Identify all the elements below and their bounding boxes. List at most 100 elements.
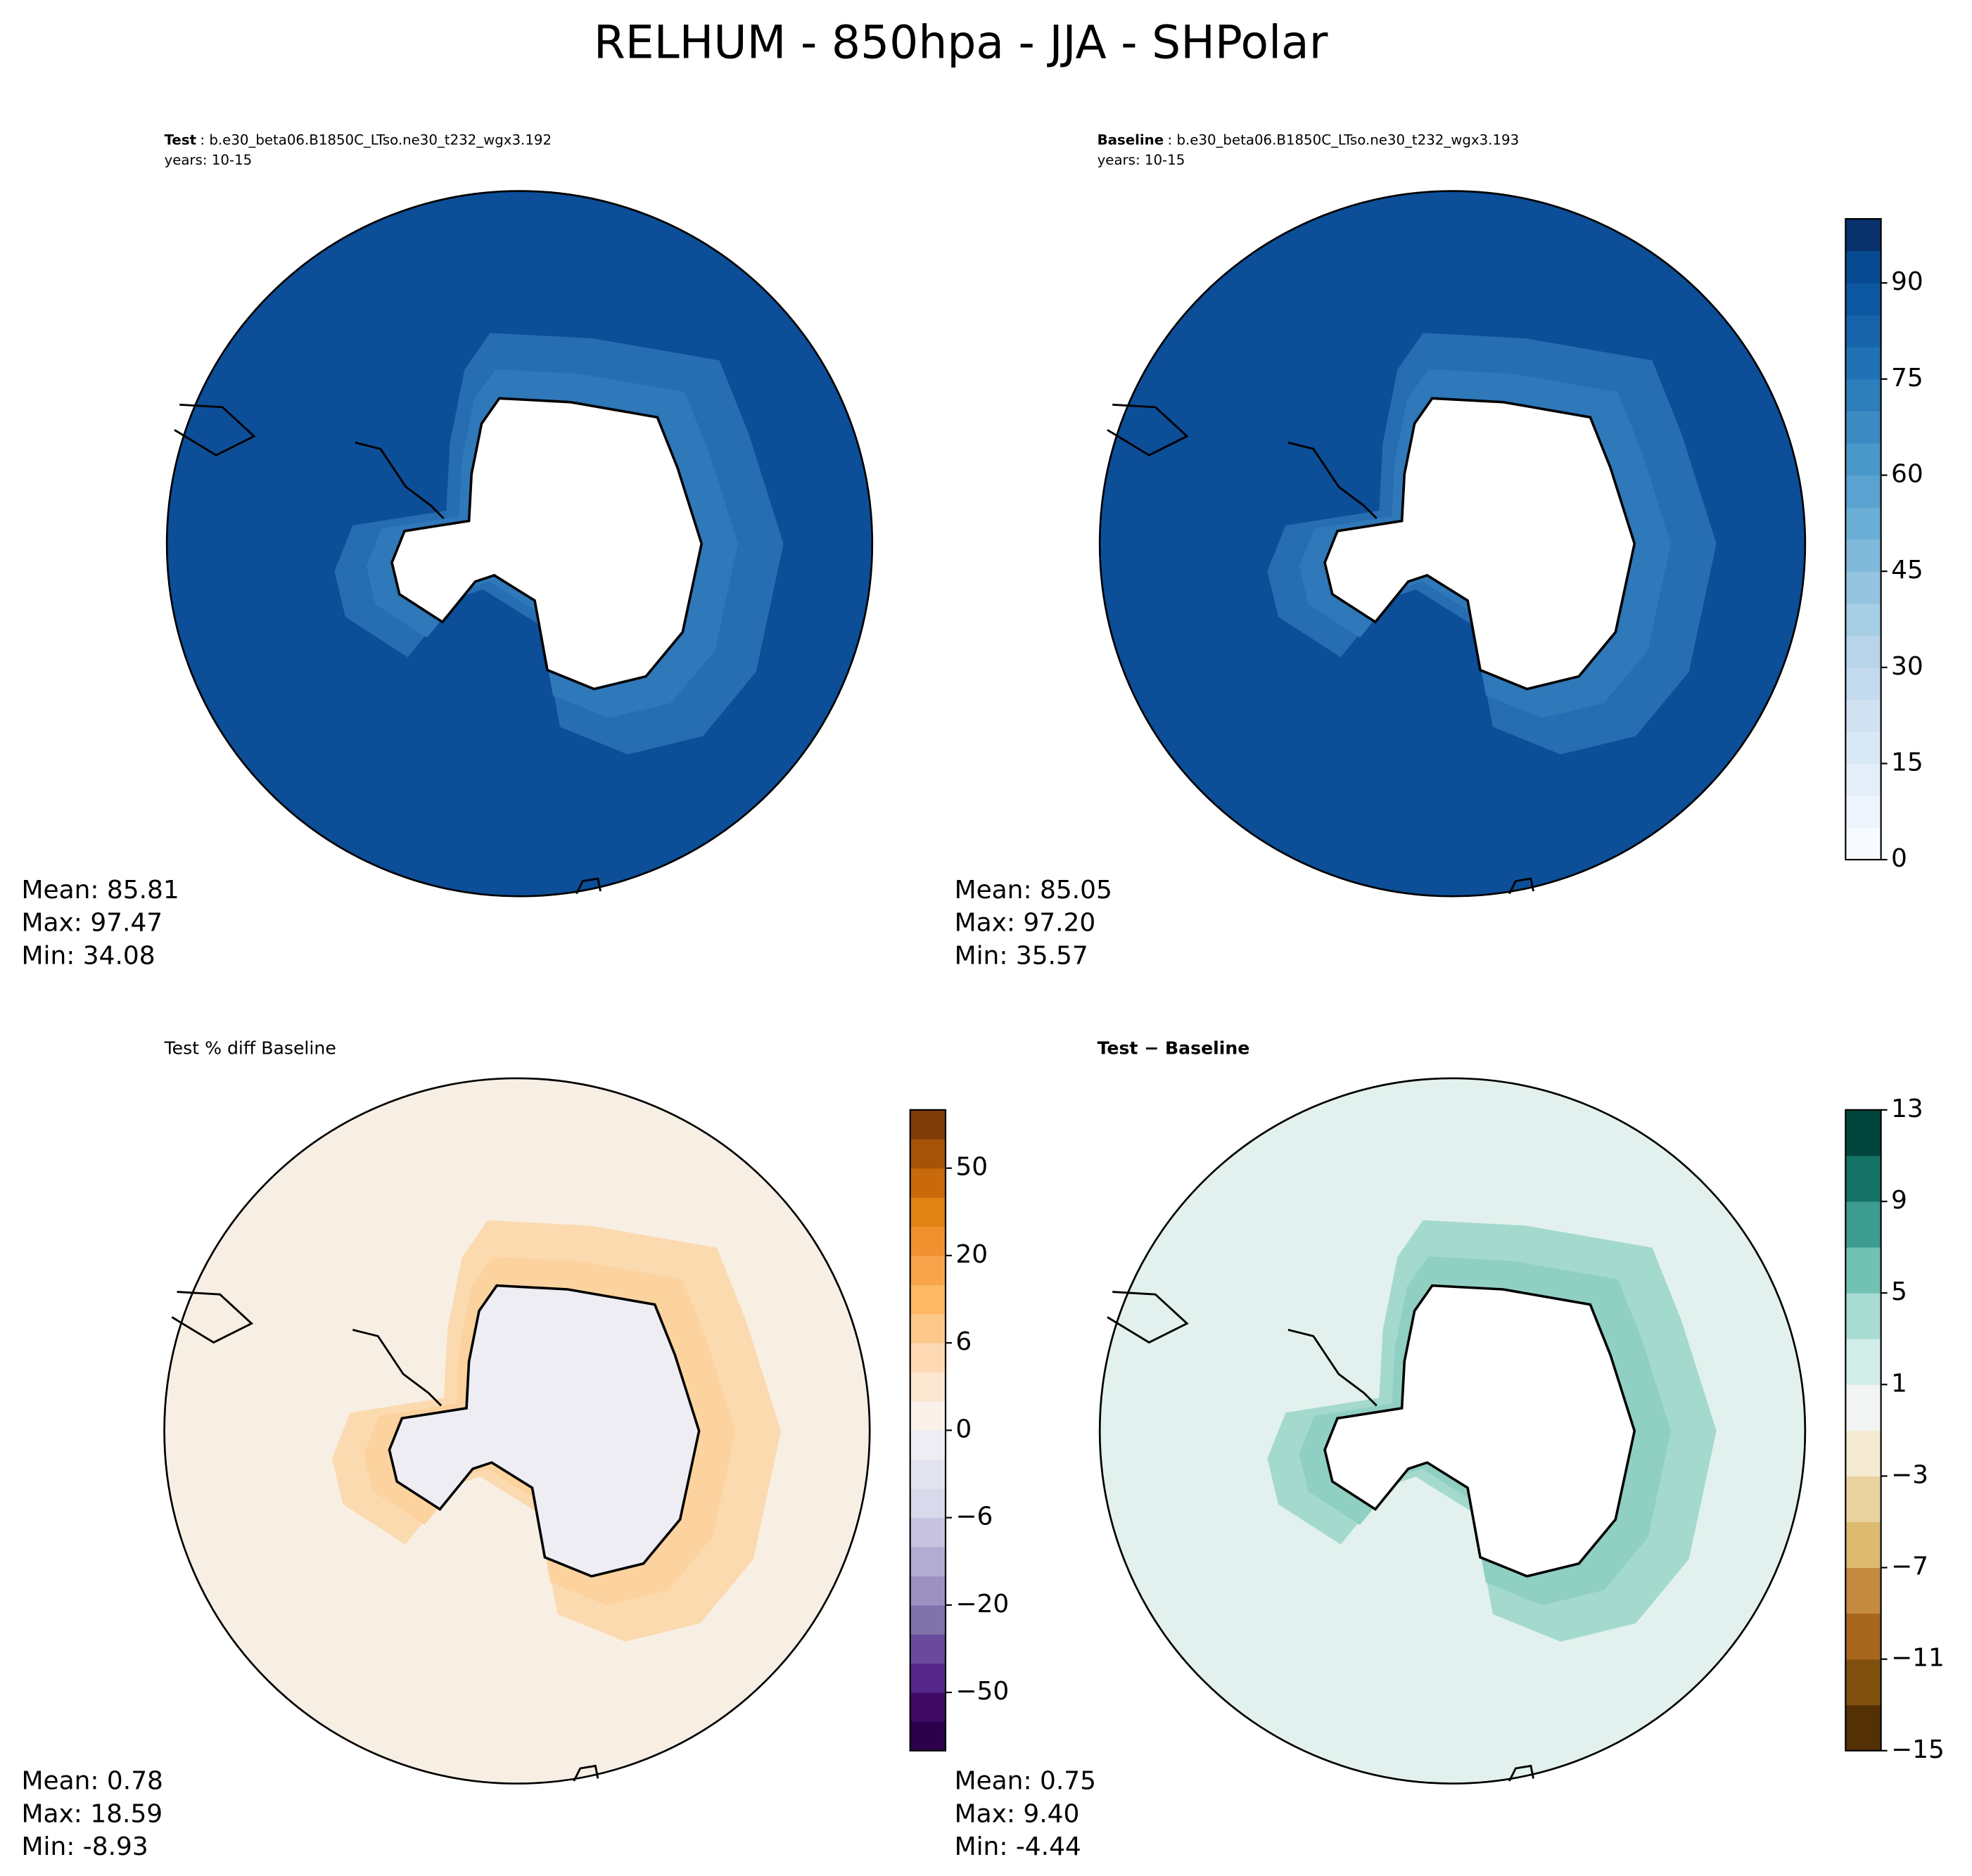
colorbar-tick-label: 60 xyxy=(1891,460,1923,489)
colorbar-tick-label: −15 xyxy=(1891,1735,1945,1764)
stat-label: Mean: 0.78 xyxy=(22,1767,163,1796)
antarctica xyxy=(1323,397,1636,691)
colorbar-band xyxy=(910,1400,946,1431)
colorbar-band xyxy=(1845,314,1881,347)
map-boundary xyxy=(1098,190,1807,898)
map-boundary xyxy=(1098,1077,1807,1785)
colorbar-band xyxy=(910,1430,946,1460)
colorbar-tick-label: 75 xyxy=(1891,364,1923,393)
colorbar-band xyxy=(1845,1521,1881,1569)
colorbar-tick-label: 6 xyxy=(955,1327,972,1356)
colorbar-band xyxy=(910,1604,946,1635)
colorbar-band xyxy=(910,1168,946,1198)
colorbar-tick-label: 5 xyxy=(1891,1277,1907,1306)
peninsula-coast xyxy=(1287,1329,1378,1407)
colorbar-frame xyxy=(1845,218,1882,861)
south-america-coast xyxy=(174,403,256,457)
colorbar-tick-label: 9 xyxy=(1891,1186,1907,1215)
colorbar-tick-label: 45 xyxy=(1891,556,1923,585)
panel-title: Test − Baseline xyxy=(1098,1038,1250,1059)
colorbar-band xyxy=(1845,603,1881,636)
south-america-coast xyxy=(171,1291,254,1344)
map-panel xyxy=(1098,1077,1807,1785)
colorbar-band xyxy=(1845,1339,1881,1385)
panel-title-text: : b.e30_beta06.B1850C_LTso.ne30_t232_wgx… xyxy=(1168,132,1520,148)
colorbar-tick-label: 13 xyxy=(1891,1095,1923,1123)
colorbar-band xyxy=(1845,507,1881,540)
stat-label: Max: 97.20 xyxy=(955,909,1096,938)
colorbar-band xyxy=(1845,667,1881,700)
colorbar-band xyxy=(910,1721,946,1751)
antarctica xyxy=(1323,1284,1636,1578)
stat-label: Mean: 85.81 xyxy=(22,876,179,905)
colorbar-band xyxy=(1845,1155,1881,1202)
colorbar-band xyxy=(910,1343,946,1373)
colorbar-band xyxy=(1845,1704,1881,1751)
panel-title-text: : b.e30_beta06.B1850C_LTso.ne30_t232_wgx… xyxy=(200,132,552,148)
panel-subtitle: years: 10-15 xyxy=(1098,152,1185,168)
colorbar-band xyxy=(1845,411,1881,444)
colorbar-band xyxy=(910,1255,946,1285)
colorbar-band xyxy=(1845,827,1881,860)
stat-label: Mean: 0.75 xyxy=(955,1767,1096,1796)
colorbar-frame xyxy=(1845,1109,1882,1751)
peninsula-coast xyxy=(355,441,445,519)
colorbar-tick-label: 0 xyxy=(955,1415,972,1443)
colorbar-band xyxy=(1845,1567,1881,1614)
colorbar-tick-label: −50 xyxy=(955,1677,1009,1706)
colorbar-band xyxy=(1845,1659,1881,1706)
colorbar-band xyxy=(1845,1430,1881,1476)
colorbar-tick-label: 30 xyxy=(1891,652,1923,681)
stat-label: Max: 18.59 xyxy=(22,1799,163,1828)
island-coast xyxy=(1508,1764,1534,1782)
antarctica xyxy=(390,397,704,691)
colorbar-band xyxy=(1845,635,1881,668)
stat-label: Min: -4.44 xyxy=(955,1832,1081,1861)
colorbar-band xyxy=(910,1663,946,1693)
colorbar-band xyxy=(910,1109,946,1140)
colorbar-tick-label: −20 xyxy=(955,1590,1009,1619)
colorbar-band xyxy=(1845,796,1881,829)
colorbar-tick-label: −7 xyxy=(1891,1552,1928,1581)
island-coast xyxy=(1508,877,1534,895)
colorbar-band xyxy=(910,1139,946,1169)
colorbar-band xyxy=(910,1576,946,1606)
stat-label: Max: 97.47 xyxy=(22,909,163,938)
colorbar-band xyxy=(1845,442,1881,476)
panel-title-bold: Baseline xyxy=(1098,132,1164,148)
stat-label: Max: 9.40 xyxy=(955,1799,1080,1828)
colorbar-band xyxy=(910,1634,946,1664)
stat-label: Min: 35.57 xyxy=(955,941,1088,970)
map-panel xyxy=(163,1077,871,1785)
stat-label: Min: -8.93 xyxy=(22,1832,148,1861)
colorbar-band xyxy=(1845,347,1881,380)
colorbar-band xyxy=(1845,219,1881,252)
island-coast xyxy=(575,877,602,895)
panel-title-bold: Test xyxy=(165,132,196,148)
panel-title: Test: b.e30_beta06.B1850C_LTso.ne30_t232… xyxy=(165,132,552,148)
colorbar-band xyxy=(1845,1109,1881,1156)
colorbar-band xyxy=(1845,1476,1881,1523)
map-panel xyxy=(1098,190,1807,898)
colorbar-band xyxy=(1845,1293,1881,1339)
colorbar-band xyxy=(910,1488,946,1519)
colorbar-tick-label: 50 xyxy=(955,1153,988,1182)
colorbar-tick-label: −6 xyxy=(955,1502,993,1531)
panel-title-bold: Test − Baseline xyxy=(1098,1038,1250,1059)
colorbar-band xyxy=(1845,250,1881,283)
colorbar-band xyxy=(1845,731,1881,764)
colorbar-tick-label: 20 xyxy=(955,1240,988,1269)
panel-subtitle: years: 10-15 xyxy=(165,152,253,168)
panel-title: Baseline: b.e30_beta06.B1850C_LTso.ne30_… xyxy=(1098,132,1520,148)
antarctica xyxy=(388,1284,701,1578)
colorbar-band xyxy=(1845,539,1881,572)
colorbar-band xyxy=(1845,378,1881,411)
colorbar-band xyxy=(1845,475,1881,508)
colorbar-tick-label: 90 xyxy=(1891,267,1923,296)
colorbar-tick-label: 15 xyxy=(1891,748,1923,777)
colorbar-band xyxy=(910,1372,946,1402)
colorbar-band xyxy=(910,1517,946,1548)
colorbar-tick-label: 0 xyxy=(1891,844,1907,873)
